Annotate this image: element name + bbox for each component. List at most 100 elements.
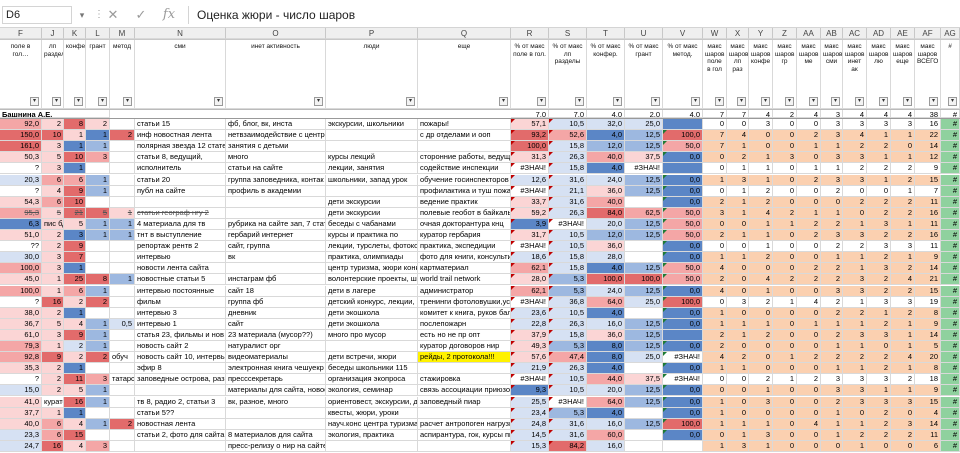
cell-r[interactable]: 62,1 [511, 263, 549, 275]
cell-v[interactable]: #ЗНАЧ! [663, 374, 703, 386]
cell-o[interactable]: дневник [226, 307, 326, 319]
cell-z[interactable]: 0 [773, 418, 797, 430]
cell-ab[interactable]: 1 [821, 429, 843, 441]
cell-k[interactable]: 16 [64, 396, 86, 408]
cell-p[interactable] [326, 130, 418, 142]
cell-s[interactable]: 21,1 [549, 185, 587, 197]
cell-z[interactable]: 1 [773, 374, 797, 386]
cell-q[interactable] [418, 407, 511, 419]
cell-ab[interactable]: 1 [821, 363, 843, 375]
summary-cell[interactable]: Башнина А.Е. [0, 110, 110, 118]
cell-k[interactable]: 2 [64, 352, 86, 364]
cell-ae[interactable]: 3 [891, 296, 915, 308]
cell-o[interactable]: пресс-релизу о нир на сайте [226, 440, 326, 452]
cell-ae[interactable]: 2 [891, 285, 915, 297]
cell-x[interactable]: 0 [727, 241, 749, 253]
cell-m[interactable] [110, 152, 135, 164]
cell-m[interactable] [110, 252, 135, 264]
cell-ad[interactable]: 2 [867, 252, 891, 264]
cell-o[interactable]: статьи на сайте [226, 163, 326, 175]
cell-p[interactable]: дети экошкола [326, 318, 418, 330]
cell-af[interactable]: 16 [915, 230, 941, 242]
cell-af[interactable]: 15 [915, 396, 941, 408]
cell-q[interactable]: заповедный пиар [418, 396, 511, 408]
cell-s[interactable]: #ЗНАЧ! [549, 396, 587, 408]
cell-t[interactable]: 12,0 [587, 230, 625, 242]
cell-ag[interactable]: # [941, 130, 960, 142]
cell-p[interactable]: курсы лекций [326, 152, 418, 164]
cell-u[interactable] [625, 429, 663, 441]
cell-af[interactable]: 8 [915, 363, 941, 375]
cell-v[interactable] [663, 163, 703, 175]
cell-ae[interactable]: 2 [891, 174, 915, 186]
cell-k[interactable]: 6 [64, 285, 86, 297]
cell-ac[interactable]: 3 [843, 396, 867, 408]
filter-dropdown-icon[interactable]: ▾ [855, 97, 864, 106]
cell-o[interactable]: много [226, 152, 326, 164]
cell-ae[interactable]: 1 [891, 218, 915, 230]
cell-n[interactable]: исполнитель [135, 163, 226, 175]
cell-j[interactable]: 5 [42, 152, 64, 164]
cell-x[interactable]: 3 [727, 296, 749, 308]
cell-k[interactable]: 2 [64, 296, 86, 308]
cell-z[interactable]: 0 [773, 163, 797, 175]
cell-n[interactable]: инф новостная лента [135, 130, 226, 142]
cell-w[interactable]: 0 [703, 152, 727, 164]
cell-ad[interactable]: 1 [867, 385, 891, 397]
cell-m[interactable] [110, 285, 135, 297]
filter-dropdown-icon[interactable]: ▾ [929, 97, 938, 106]
cell-q[interactable]: ведение практик [418, 196, 511, 208]
cell-f[interactable]: ? [0, 185, 42, 197]
cell-o[interactable]: электронная книга чешуекр [226, 363, 326, 375]
cell-p[interactable] [326, 341, 418, 353]
cell-n[interactable]: статьи 5?? [135, 407, 226, 419]
cell-r[interactable]: 100,0 [511, 141, 549, 153]
cell-v[interactable]: 0,0 [663, 252, 703, 264]
cell-y[interactable]: 0 [749, 130, 773, 142]
cell-y[interactable]: 1 [749, 152, 773, 164]
cell-af[interactable]: 14 [915, 329, 941, 341]
cell-m[interactable] [110, 296, 135, 308]
cell-f[interactable]: 36,7 [0, 318, 42, 330]
cell-v[interactable]: 100,0 [663, 418, 703, 430]
cell-u[interactable]: 12,5 [625, 185, 663, 197]
spreadsheet-grid[interactable]: F J K L M N O P Q R S T U V W X Y Z AA AB AC AD AE AF AG поле в … [0, 28, 960, 453]
cell-ab[interactable]: 2 [821, 241, 843, 253]
cell-o[interactable]: профиль в академии [226, 185, 326, 197]
cell-ad[interactable]: 3 [867, 329, 891, 341]
cell-k[interactable]: 25 [64, 274, 86, 286]
cell-t[interactable]: 16,0 [587, 440, 625, 452]
cell-ac[interactable]: 1 [843, 296, 867, 308]
cell-ag[interactable]: # [941, 440, 960, 452]
cell-m[interactable] [110, 174, 135, 186]
cell-o[interactable]: 23 материала (мусор??) [226, 329, 326, 341]
cell-n[interactable]: фильм [135, 296, 226, 308]
cell-q[interactable]: фото для книги, консультиро [418, 252, 511, 264]
cell-ad[interactable]: 1 [867, 174, 891, 186]
cell-aa[interactable]: 0 [797, 385, 821, 397]
cell-x[interactable]: 0 [727, 218, 749, 230]
cell-s[interactable]: 10,5 [549, 230, 587, 242]
cell-ab[interactable]: 1 [821, 318, 843, 330]
cell-af[interactable]: 15 [915, 174, 941, 186]
cell-v[interactable]: 0,0 [663, 407, 703, 419]
cell-v[interactable]: 0,0 [663, 307, 703, 319]
cell-l[interactable] [86, 241, 110, 253]
filter-dropdown-icon[interactable]: ▾ [123, 97, 132, 106]
cell-ae[interactable]: 4 [891, 352, 915, 364]
cell-af[interactable]: 15 [915, 285, 941, 297]
cell-ab[interactable]: 1 [821, 141, 843, 153]
column-letter-x[interactable]: X [727, 28, 749, 39]
cell-o[interactable]: группа заповедника, контак [226, 174, 326, 186]
cell-z[interactable]: 0 [773, 307, 797, 319]
cell-ae[interactable]: 3 [891, 396, 915, 408]
cell-m[interactable]: 0,5 [110, 318, 135, 330]
cell-af[interactable]: 16 [915, 119, 941, 131]
cell-r[interactable]: 18,6 [511, 252, 549, 264]
cell-s[interactable]: 10,5 [549, 385, 587, 397]
filter-dropdown-icon[interactable]: ▾ [406, 97, 415, 106]
column-letter-j[interactable]: J [42, 28, 64, 39]
cell-ae[interactable]: 3 [891, 418, 915, 430]
cell-z[interactable]: 0 [773, 440, 797, 452]
filter-dropdown-icon[interactable]: ▾ [499, 97, 508, 106]
